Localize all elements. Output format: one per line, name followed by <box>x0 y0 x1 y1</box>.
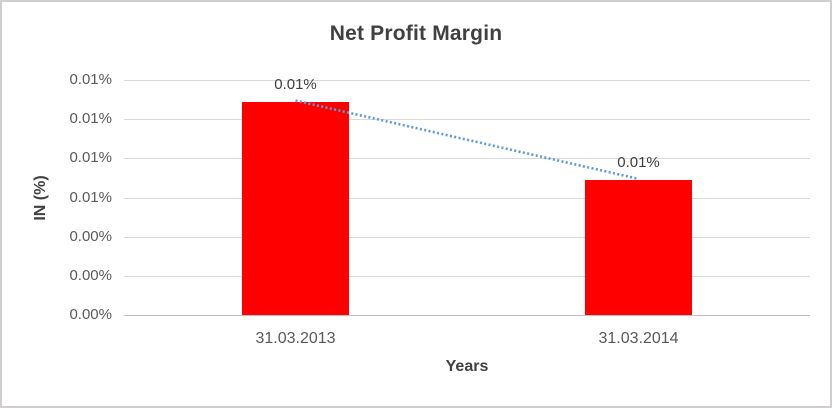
bar-31.03.2014 <box>585 179 692 315</box>
x-axis-title: Years <box>445 358 489 375</box>
y-tick-label: 0.01% <box>69 149 112 167</box>
gridline <box>124 158 810 160</box>
y-tick-label: 0.00% <box>69 266 112 284</box>
y-tick-label: 0.00% <box>69 306 112 323</box>
x-axis-line <box>124 315 810 316</box>
bar-31.03.2013 <box>242 101 349 315</box>
data-label: 0.01% <box>617 153 660 171</box>
y-tick-label: 0.00% <box>69 227 112 245</box>
y-tick-label: 0.01% <box>69 188 112 206</box>
data-label: 0.01% <box>274 75 317 93</box>
gridline <box>124 119 810 121</box>
chart-title: Net Profit Margin <box>329 22 503 45</box>
gridline <box>124 275 810 277</box>
y-tick-label: 0.01% <box>69 110 112 128</box>
gridline <box>124 80 810 81</box>
category-label: 31.03.2014 <box>598 330 679 347</box>
y-tick-label: 0.01% <box>69 71 112 88</box>
gridline <box>124 197 810 199</box>
gridline <box>124 236 810 238</box>
plot-area <box>124 80 810 316</box>
category-label: 31.03.2013 <box>255 330 336 347</box>
